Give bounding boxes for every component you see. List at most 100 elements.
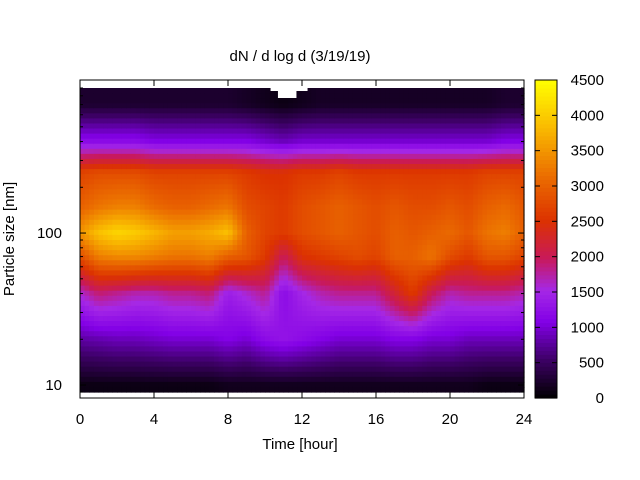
heatmap-cell: [362, 138, 368, 145]
heatmap-cell: [357, 240, 363, 246]
heatmap-cell: [343, 351, 349, 358]
heatmap-cell: [149, 98, 155, 104]
heatmap-cell: [343, 270, 349, 277]
heatmap-cell: [417, 260, 423, 266]
heatmap-cell: [445, 128, 451, 135]
heatmap-cell: [191, 98, 197, 104]
heatmap-cell: [274, 179, 280, 185]
heatmap-cell: [417, 300, 423, 307]
heatmap-cell: [348, 240, 354, 246]
heatmap-cell: [241, 310, 248, 317]
heatmap-cell: [126, 255, 132, 261]
heatmap-cell: [362, 260, 368, 266]
heatmap-cell: [366, 229, 372, 236]
heatmap-cell: [399, 326, 405, 332]
heatmap-cell: [329, 88, 335, 94]
heatmap-cell: [454, 93, 460, 99]
heatmap-cell: [431, 321, 437, 327]
heatmap-cell: [195, 199, 201, 206]
heatmap-cell: [422, 295, 428, 302]
heatmap-cell: [214, 189, 220, 195]
heatmap-cell: [269, 346, 275, 353]
heatmap-cell: [112, 275, 118, 282]
heatmap-cell: [232, 184, 238, 190]
heatmap-cell: [394, 98, 400, 104]
heatmap-cell: [163, 245, 169, 251]
heatmap-cell: [158, 270, 164, 277]
heatmap-cell: [376, 158, 382, 165]
heatmap-cell: [389, 326, 396, 332]
heatmap-cell: [408, 234, 414, 241]
heatmap-cell: [186, 179, 192, 185]
heatmap-cell: [232, 224, 238, 231]
heatmap-cell: [117, 275, 123, 282]
heatmap-cell: [126, 290, 132, 297]
heatmap-cell: [214, 88, 220, 94]
heatmap-cell: [121, 366, 127, 373]
heatmap-cell: [130, 153, 137, 160]
heatmap-cell: [454, 194, 460, 201]
heatmap-cell: [269, 331, 275, 337]
heatmap-cell: [181, 153, 187, 160]
heatmap-cell: [204, 169, 211, 175]
heatmap-cell: [329, 316, 335, 322]
heatmap-cell: [158, 321, 164, 327]
heatmap-cell: [251, 164, 257, 170]
heatmap-cell: [241, 280, 248, 287]
heatmap-cell: [417, 381, 423, 388]
heatmap-cell: [121, 386, 127, 393]
heatmap-cell: [440, 255, 446, 261]
heatmap-cell: [265, 214, 271, 221]
heatmap-cell: [413, 265, 419, 271]
heatmap-cell: [93, 158, 100, 165]
heatmap-cell: [320, 113, 326, 119]
heatmap-cell: [209, 376, 215, 383]
heatmap-cell: [306, 148, 312, 155]
heatmap-cell: [385, 153, 391, 160]
heatmap-cell: [98, 280, 104, 287]
heatmap-cell: [172, 179, 178, 185]
heatmap-cell: [209, 290, 215, 297]
heatmap-cell: [315, 331, 322, 337]
heatmap-cell: [348, 326, 354, 332]
heatmap-cell: [311, 381, 317, 388]
heatmap-cell: [204, 128, 211, 135]
heatmap-cell: [112, 123, 118, 130]
heatmap-cell: [352, 108, 359, 114]
heatmap-cell: [237, 179, 243, 185]
heatmap-cell: [371, 331, 377, 337]
heatmap-cell: [403, 128, 409, 135]
heatmap-cell: [394, 280, 400, 287]
heatmap-cell: [232, 245, 238, 251]
heatmap-cell: [288, 143, 294, 150]
heatmap-cell: [352, 204, 359, 211]
heatmap-cell: [260, 123, 266, 130]
heatmap-cell: [200, 108, 206, 114]
heatmap-cell: [408, 169, 414, 175]
heatmap-cell: [144, 234, 150, 241]
heatmap-cell: [107, 275, 113, 282]
heatmap-cell: [126, 153, 132, 160]
heatmap-cell: [246, 118, 252, 125]
heatmap-cell: [149, 214, 155, 221]
heatmap-cell: [283, 189, 289, 195]
heatmap-cell: [163, 133, 169, 140]
heatmap-cell: [186, 316, 192, 322]
heatmap-cell: [241, 300, 248, 307]
heatmap-cell: [329, 214, 335, 221]
heatmap-cell: [348, 361, 354, 368]
heatmap-cell: [343, 250, 349, 256]
heatmap-cell: [297, 199, 303, 206]
heatmap-cell: [311, 184, 317, 190]
heatmap-cell: [403, 300, 409, 307]
heatmap-cell: [241, 366, 248, 373]
heatmap-cell: [274, 164, 280, 170]
heatmap-cell: [228, 295, 234, 302]
heatmap-cell: [200, 381, 206, 388]
heatmap-cell: [394, 285, 400, 292]
heatmap-cell: [366, 240, 372, 246]
heatmap-cell: [228, 341, 234, 347]
heatmap-cell: [80, 199, 86, 206]
heatmap-cell: [436, 331, 442, 337]
heatmap-cell: [84, 341, 90, 347]
